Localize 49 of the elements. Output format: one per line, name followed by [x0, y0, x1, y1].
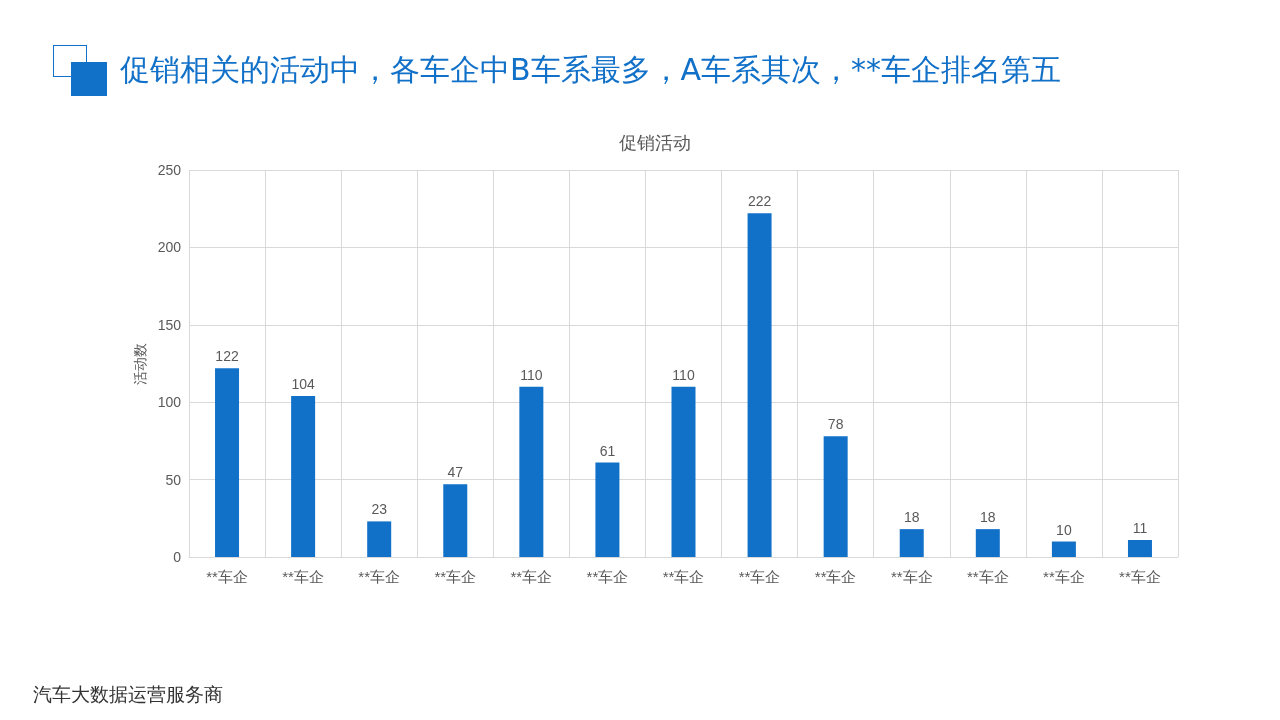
- data-label: 110: [672, 366, 695, 383]
- bar: [747, 213, 772, 557]
- data-label: 10: [1056, 521, 1072, 538]
- x-tick-label: **车企: [586, 568, 629, 585]
- y-tick-label: 250: [157, 162, 182, 178]
- y-tick-label: 150: [157, 316, 182, 333]
- bar: [975, 529, 1000, 557]
- chart-subtitle: 促销相关的活动中，各车企中B车系最多，A车系其次，**车企排名第五: [120, 51, 1062, 89]
- data-label: 78: [827, 416, 844, 433]
- x-tick-label: **车企: [890, 568, 933, 585]
- data-label: 110: [520, 366, 543, 383]
- data-label: 18: [903, 509, 920, 526]
- data-label: 23: [371, 501, 388, 518]
- data-label: 122: [215, 348, 239, 365]
- bar: [215, 368, 240, 557]
- x-tick-label: **车企: [814, 568, 857, 585]
- y-axis-title: 活动数: [131, 342, 148, 385]
- x-tick-label: **车企: [434, 568, 477, 585]
- bar: [367, 521, 392, 557]
- x-tick-label: **车企: [358, 568, 401, 585]
- x-tick-label: **车企: [1043, 568, 1085, 585]
- bar: [899, 529, 924, 557]
- data-label: 104: [291, 376, 316, 393]
- bar: [1051, 541, 1076, 557]
- chart-title: 促销活动: [619, 131, 691, 153]
- bar: [1127, 539, 1152, 557]
- x-tick-label: **车企: [662, 568, 705, 585]
- bar: [595, 462, 620, 557]
- bar: [443, 484, 468, 557]
- data-label: 18: [980, 509, 996, 526]
- bar: [823, 436, 848, 557]
- bar: [671, 386, 696, 557]
- x-tick-label: **车企: [282, 568, 324, 585]
- x-tick-label: **车企: [510, 568, 553, 585]
- bar: [291, 396, 316, 557]
- y-tick-label: 50: [165, 471, 182, 488]
- data-label: 47: [447, 464, 464, 481]
- data-label: 11: [1132, 519, 1148, 536]
- bar: [519, 386, 544, 557]
- x-tick-label: **车企: [738, 568, 781, 585]
- y-tick-label: 200: [157, 239, 182, 256]
- x-tick-label: **车企: [206, 568, 248, 585]
- y-tick-label: 0: [173, 549, 182, 565]
- text: 汽车大数据运营服务商: [33, 682, 223, 707]
- y-tick-label: 100: [157, 394, 182, 411]
- data-label: 222: [747, 193, 772, 210]
- x-tick-label: **车企: [1119, 568, 1161, 585]
- x-tick-label: **车企: [966, 568, 1009, 585]
- data-label: 61: [599, 442, 616, 459]
